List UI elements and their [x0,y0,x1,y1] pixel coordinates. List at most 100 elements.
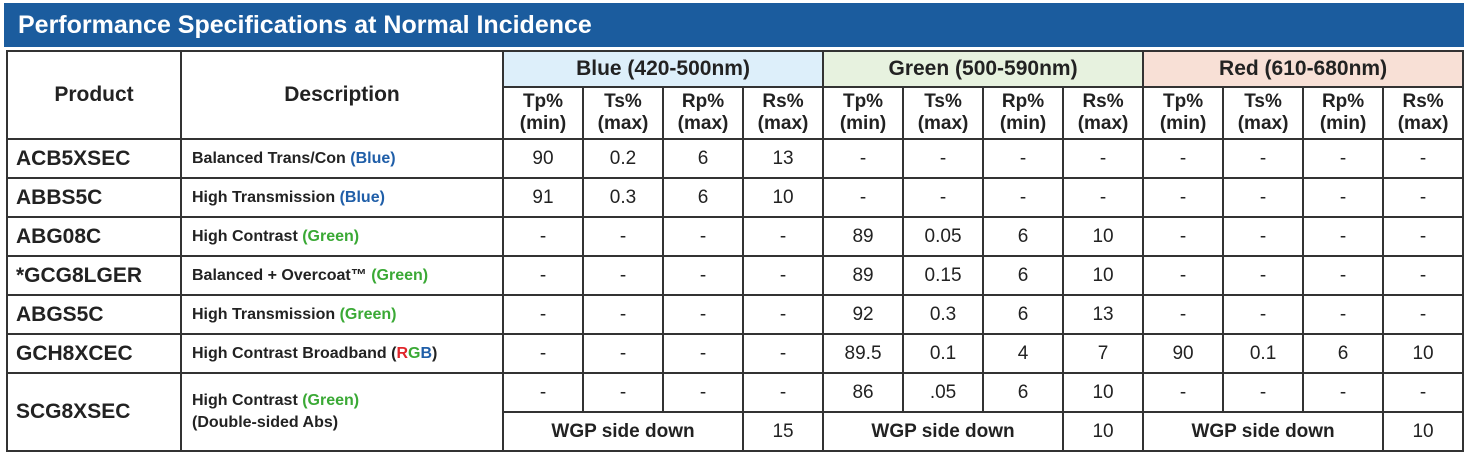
value-cell: 10 [1382,411,1465,452]
value-cell: 89.5 [822,333,905,374]
value-cell: - [1302,138,1385,179]
description-text: B [420,344,433,362]
value-cell: 7 [1062,333,1145,374]
description-text: (Blue) [339,188,385,206]
value-cell: - [502,372,584,413]
description-text: High Transmission [192,188,340,206]
metric-name: Ts% [604,91,642,112]
metric-name: Rp% [1001,91,1045,112]
data-row: ABG08C High Contrast (Green) - - - -89 0.05 6 10… [6,216,1465,257]
title-bar: Performance Specifications at Normal Inc… [4,3,1464,47]
metric-header: Tp% (min) [502,86,584,140]
data-row: ABBS5C High Transmission (Blue) 91 0.3 6 10- -… [6,177,1465,218]
value-cell: - [582,294,664,335]
description-text: Balanced Trans/Con [192,149,351,167]
group-header: Red (610-680nm) [1142,50,1465,88]
description-cell: High Contrast (Green) (Double-sided Abs) [180,372,504,452]
metric-name: Rp% [681,91,725,112]
value-cell: - [1382,255,1465,296]
metric-limit: (max) [1077,113,1129,134]
metric-limit: (min) [1319,113,1367,134]
value-cell: 0.1 [902,333,985,374]
value-cell: - [1382,138,1465,179]
description-text: G [408,344,421,362]
value-cell: - [1062,138,1145,179]
value-cell: - [1302,294,1385,335]
value-cell: 6 [982,255,1065,296]
value-cell: 92 [822,294,905,335]
value-cell: 10 [1382,333,1465,374]
metric-limit: (min) [1159,113,1207,134]
value-cell: - [1302,372,1385,413]
value-cell: - [741,216,825,257]
value-cell: 89 [822,255,905,296]
description-line: High Transmission (Green) [192,304,502,326]
value-cell: - [822,177,905,218]
description-text: (Blue) [350,149,396,167]
value-cell: - [1142,372,1225,413]
value-cell: 6 [982,294,1065,335]
value-cell: - [582,333,664,374]
product-cell: ABBS5C [6,177,182,218]
metric-limit: (min) [519,113,567,134]
wgp-label: WGP side down [822,411,1065,452]
value-cell: 0.05 [902,216,985,257]
group-header: Green (500-590nm) [822,50,1145,88]
description-line: High Contrast Broadband (RGB) [192,343,502,365]
value-cell: - [1382,294,1465,335]
metric-limit: (max) [677,113,729,134]
value-cell: - [1222,294,1305,335]
value-cell: - [502,333,584,374]
value-cell: - [582,216,664,257]
value-cell: - [1222,255,1305,296]
metric-name: Rs% [1082,91,1124,112]
value-cell: 90 [1142,333,1225,374]
value-cell: - [1142,255,1225,296]
description-text: High Contrast [192,227,303,245]
metric-name: Rp% [1321,91,1365,112]
value-cell: - [1302,216,1385,257]
description-text: ) [432,344,438,362]
value-cell: - [502,216,584,257]
description-line: Balanced + Overcoat™ (Green) [192,265,502,287]
metric-limit: (max) [1237,113,1289,134]
value-cell: - [741,372,825,413]
value-cell: 0.2 [582,138,664,179]
description-line: High Contrast (Green) [192,226,502,248]
value-cell: .05 [902,372,985,413]
description-cell: High Transmission (Green) [180,294,504,335]
value-cell: - [1382,177,1465,218]
value-cell: 91 [502,177,584,218]
value-cell: 0.3 [582,177,664,218]
value-cell: 6 [662,138,744,179]
value-cell: 10 [1062,255,1145,296]
description-line: High Contrast (Green) [192,390,502,412]
group-header: Blue (420-500nm) [501,50,825,88]
data-row: ACB5XSEC Balanced Trans/Con (Blue) 90 0.2 6 1… [6,138,1465,179]
value-cell: - [1302,177,1385,218]
value-cell: - [741,294,825,335]
description-cell: Balanced + Overcoat™ (Green) [180,255,504,296]
data-row: ABGS5C High Transmission (Green) - - - -92 0.3… [6,294,1465,335]
value-cell: - [741,333,825,374]
metric-header: Rp% (min) [1302,86,1385,140]
value-cell: 10 [1062,372,1145,413]
metric-header: Rs% (max) [1062,86,1145,140]
description-cell: High Transmission (Blue) [180,177,504,218]
metric-limit: (max) [597,113,649,134]
value-cell: 86 [822,372,905,413]
value-cell: 10 [741,177,825,218]
value-cell: - [902,177,985,218]
value-cell: - [1222,177,1305,218]
product-cell: *GCG8LGER [6,255,182,296]
metric-limit: (min) [839,113,887,134]
metric-header: Rp% (min) [982,86,1065,140]
wgp-label: WGP side down [502,411,744,452]
description-text: High Contrast [192,392,303,409]
header-row: Product Description Blue (420-500nm) Green … [6,50,1465,140]
metric-header: Rs% (max) [741,86,825,140]
value-cell: 90 [502,138,584,179]
value-cell: - [1142,138,1225,179]
description-cell: Balanced Trans/Con (Blue) [180,138,504,179]
metric-limit: (min) [999,113,1047,134]
